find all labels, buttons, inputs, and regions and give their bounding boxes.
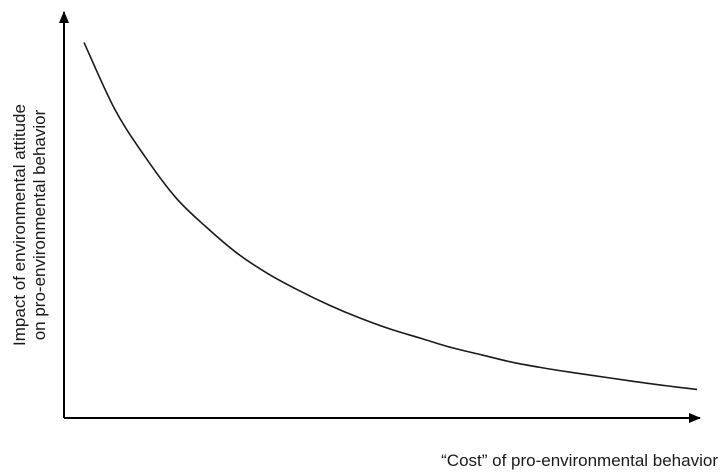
series-group (83, 42, 698, 391)
y-axis-label-line1: Impact of environmental attitude (10, 104, 29, 346)
y-axis-label-line2: on pro-environmental behavior (30, 109, 49, 340)
x-axis-label: “Cost” of pro-environmental behavior (441, 451, 718, 470)
series-line-0 (83, 42, 698, 391)
